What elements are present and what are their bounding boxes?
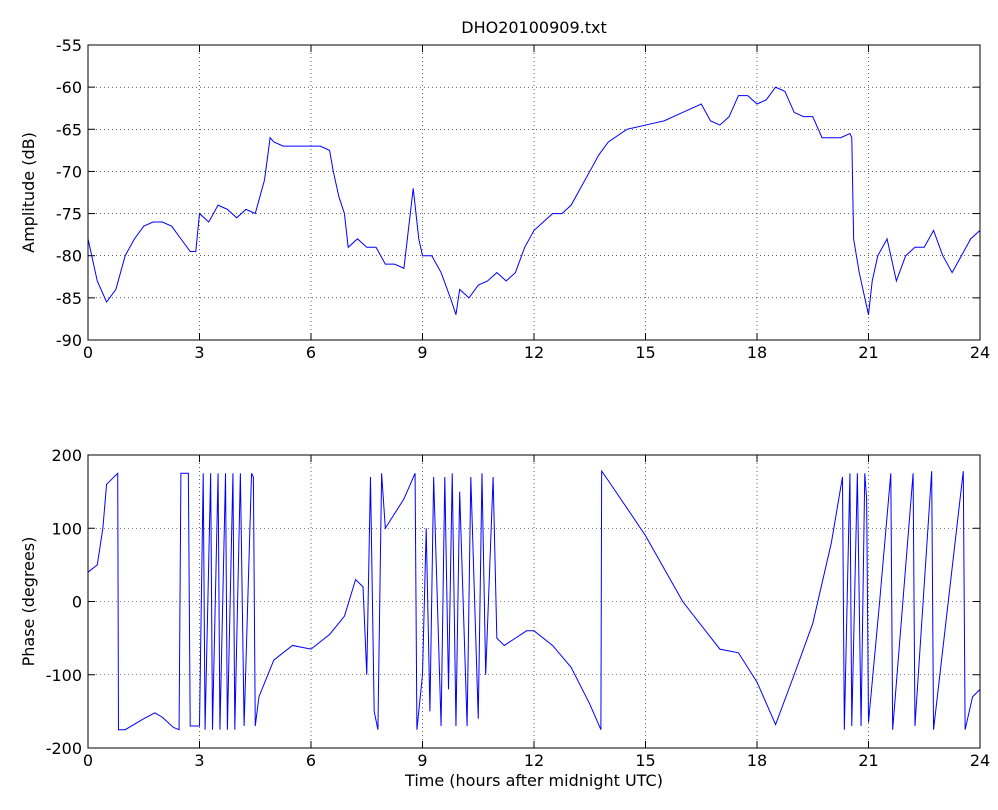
x-tick-label: 15 — [635, 343, 655, 362]
y-tick-label: -75 — [56, 205, 82, 224]
data-line — [87, 86, 981, 315]
y-axis-label: Phase (degrees) — [19, 537, 38, 667]
x-tick-label: 12 — [524, 751, 544, 770]
y-tick-label: -100 — [46, 666, 82, 685]
y-tick-label: -85 — [56, 289, 82, 308]
x-tick-label: 0 — [83, 751, 93, 770]
x-tick-label: 18 — [747, 751, 767, 770]
y-axis-label: Amplitude (dB) — [19, 132, 38, 253]
y-tick-label: -90 — [56, 331, 82, 350]
y-tick-label: -70 — [56, 162, 82, 181]
x-tick-label: 24 — [970, 751, 990, 770]
y-tick-label: -60 — [56, 78, 82, 97]
y-tick-label: -200 — [46, 739, 82, 758]
x-axis-label: Time (hours after midnight UTC) — [404, 771, 663, 790]
y-tick-label: 100 — [51, 519, 82, 538]
x-tick-label: 6 — [306, 343, 316, 362]
x-tick-label: 21 — [858, 343, 878, 362]
data-line — [87, 469, 981, 731]
y-tick-label: 0 — [72, 593, 82, 612]
x-tick-label: 9 — [417, 751, 427, 770]
x-tick-label: 0 — [83, 343, 93, 362]
x-tick-label: 24 — [970, 343, 990, 362]
y-tick-label: -55 — [56, 36, 82, 55]
y-tick-label: 200 — [51, 446, 82, 465]
chart-title: DHO20100909.txt — [461, 18, 606, 37]
x-tick-label: 15 — [635, 751, 655, 770]
x-tick-label: 12 — [524, 343, 544, 362]
y-tick-label: -80 — [56, 247, 82, 266]
x-tick-label: 3 — [194, 751, 204, 770]
y-tick-label: -65 — [56, 120, 82, 139]
x-tick-label: 18 — [747, 343, 767, 362]
x-tick-label: 9 — [417, 343, 427, 362]
x-tick-label: 3 — [194, 343, 204, 362]
axes-box — [87, 44, 981, 341]
axes-box — [87, 454, 981, 749]
x-tick-label: 6 — [306, 751, 316, 770]
x-tick-label: 21 — [858, 751, 878, 770]
